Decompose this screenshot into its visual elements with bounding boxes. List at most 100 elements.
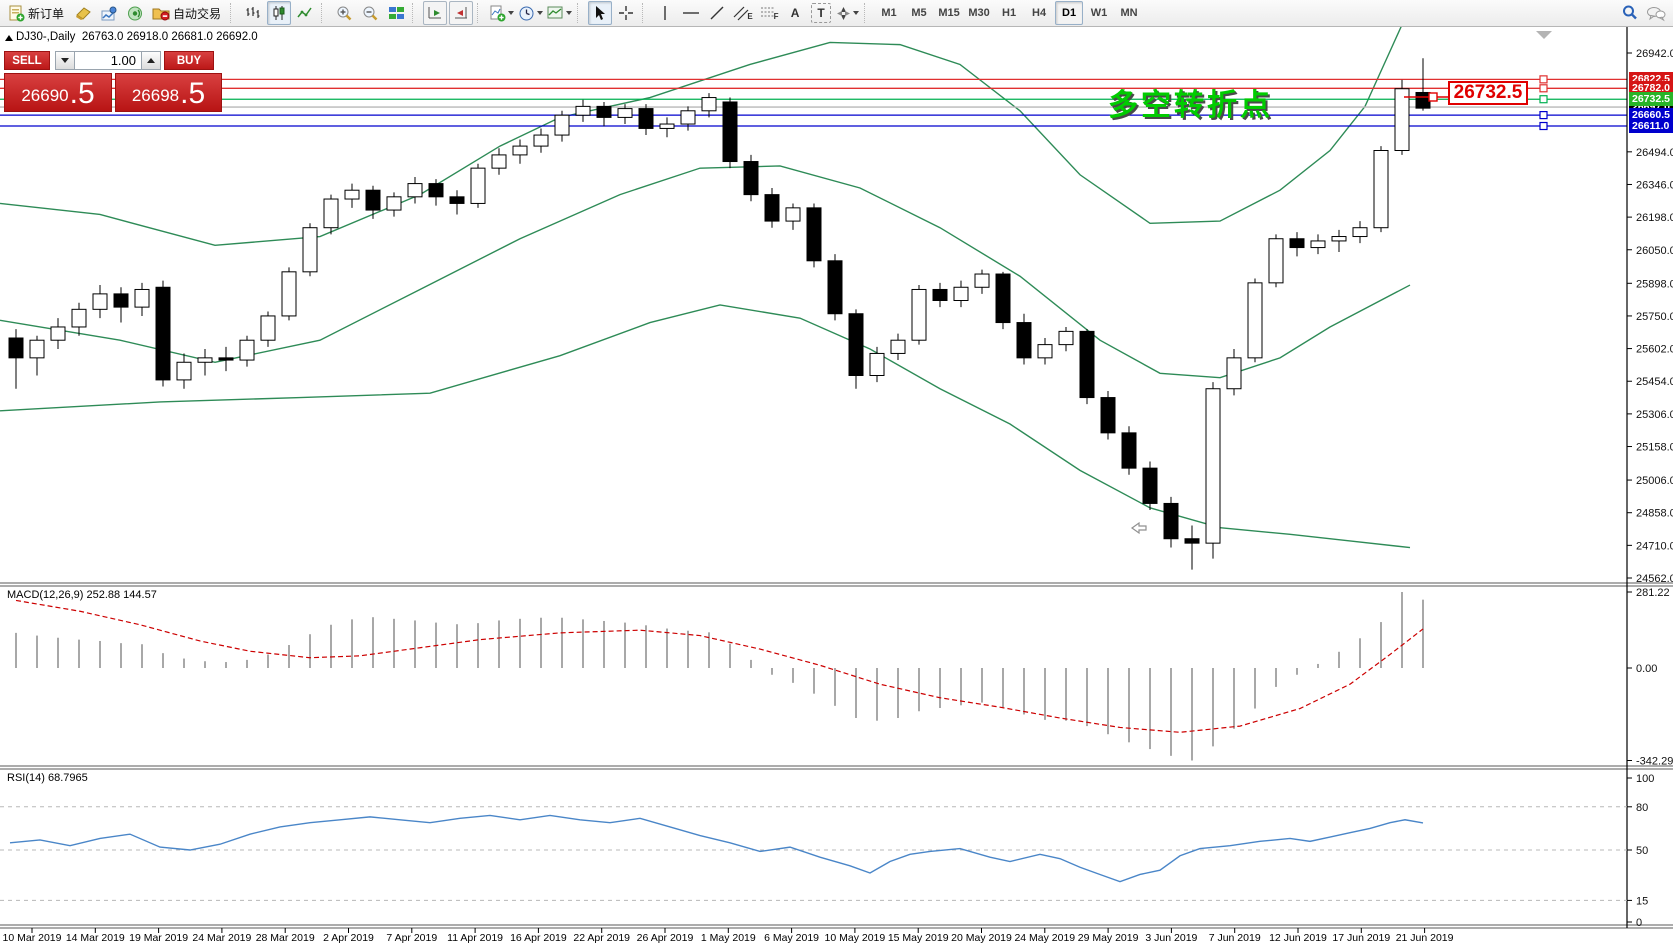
date-label[interactable]: 21 Jun 2019 [1396,932,1454,944]
date-label[interactable]: 16 Apr 2019 [510,932,567,944]
toolbar-separator [864,3,871,23]
date-label[interactable]: 17 Jun 2019 [1332,932,1390,944]
crosshair-tool-button[interactable] [614,1,638,25]
channel-letter: E [747,11,753,21]
timeframe-mn[interactable]: MN [1120,7,1138,19]
date-label[interactable]: 15 May 2019 [888,932,949,944]
volume-decrease-button[interactable] [55,51,75,70]
date-label[interactable]: 24 Mar 2019 [192,932,251,944]
candle-body [617,108,633,118]
trendline-tool-button[interactable] [705,1,729,25]
candle-body [554,114,570,136]
callout-handle[interactable] [1428,92,1438,102]
bar-chart-button[interactable] [241,1,265,25]
axis-tick-label: 26346.0 [1636,179,1673,191]
line-handle[interactable] [1539,110,1548,120]
date-label[interactable]: 14 Mar 2019 [66,932,125,944]
toolbar-separator [321,3,328,23]
timeframe-h1[interactable]: H1 [1002,7,1017,19]
sound-button[interactable] [123,1,147,25]
date-label[interactable]: 3 Jun 2019 [1145,932,1197,944]
date-label[interactable]: 22 Apr 2019 [573,932,630,944]
chart-title: DJ30-,Daily 26763.0 26918.0 26681.0 2669… [16,31,258,43]
date-label[interactable]: 11 Apr 2019 [447,932,503,944]
date-label[interactable]: 10 May 2019 [825,932,886,944]
search-button[interactable] [1618,1,1642,25]
chart-annotation-text[interactable]: 多空转折点 [1108,89,1273,122]
bar-chart-icon [246,7,260,18]
volume-input[interactable] [75,52,141,69]
templates-dropdown-caret[interactable] [566,11,573,15]
date-label[interactable]: 7 Jun 2019 [1209,932,1261,944]
symbol-collapse-arrow-icon[interactable] [5,35,13,41]
auto-scroll-button[interactable] [423,1,448,25]
eraser-button[interactable] [71,1,95,25]
date-label[interactable]: 26 Apr 2019 [637,932,694,944]
indicators-dropdown-caret[interactable] [508,11,515,15]
line-handle[interactable] [1539,95,1548,104]
date-label[interactable]: 29 May 2019 [1078,932,1139,944]
sell-button[interactable]: SELL [4,51,50,70]
date-label[interactable]: 28 Mar 2019 [256,932,315,944]
sell-price-display[interactable]: 26690 .5 [4,73,112,112]
candle-body [260,315,276,341]
timeframe-m30[interactable]: M30 [968,7,990,19]
vertical-line-tool-button[interactable] [653,1,677,25]
date-label[interactable]: 19 Mar 2019 [129,932,188,944]
date-label[interactable]: 10 Mar 2019 [3,932,62,944]
candlestick-chart-button[interactable] [267,1,292,25]
autotrading-button[interactable]: 自动交易 [149,1,226,25]
horizontal-line-icon [683,12,700,14]
indicators-button[interactable] [488,1,515,25]
tile-windows-button[interactable] [384,1,408,25]
candle-body [869,352,885,376]
buy-price-display[interactable]: 26698 .5 [115,73,222,112]
buy-button[interactable]: BUY [164,51,214,70]
templates-button[interactable] [546,1,573,25]
candle-body [743,161,759,196]
line-chart-button[interactable] [293,1,317,25]
timeframe-m5[interactable]: M5 [911,7,927,19]
text-tool-button[interactable]: A [783,1,807,25]
chart-profile-button[interactable] [97,1,121,25]
macd-indicator-label: MACD(12,26,9) 252.88 144.57 [7,589,157,601]
rsi-indicator-label: RSI(14) 68.7965 [7,772,88,784]
periods-dropdown-caret[interactable] [537,11,544,15]
timeframe-m1[interactable]: M1 [881,7,897,19]
periods-button[interactable] [517,1,544,25]
zoom-in-button[interactable] [332,1,356,25]
date-label[interactable]: 1 May 2019 [701,932,756,944]
date-label[interactable]: 20 May 2019 [951,932,1012,944]
timeframe-m15[interactable]: M15 [938,7,960,19]
chat-button[interactable] [1644,1,1668,25]
line-handle[interactable] [1539,121,1548,131]
timeframe-w1[interactable]: W1 [1090,7,1108,19]
label-tool-button[interactable]: T [811,3,832,23]
volume-increase-button[interactable] [141,51,161,70]
equidistant-channel-tool-button[interactable]: E [731,1,755,25]
price-callout-label[interactable]: 26732.5 [1448,81,1528,105]
date-label[interactable]: 2 Apr 2019 [323,932,374,944]
left-arrow-marker-icon[interactable] [1130,521,1147,535]
date-label[interactable]: 7 Apr 2019 [386,932,437,944]
timeframe-h4[interactable]: H4 [1032,7,1047,19]
fibonacci-tool-button[interactable]: F [757,1,781,25]
line-handle[interactable] [1539,75,1548,84]
date-label[interactable]: 24 May 2019 [1014,932,1075,944]
line-handle[interactable] [1539,84,1548,93]
timeframe-d1[interactable]: D1 [1055,1,1084,25]
cursor-tool-button[interactable] [588,1,613,25]
arrows-tool-button[interactable] [835,1,860,25]
chart-shift-button[interactable] [449,1,474,25]
horizontal-line-tool-button[interactable] [679,1,703,25]
date-label[interactable]: 12 Jun 2019 [1269,932,1327,944]
new-order-button[interactable]: 新订单 [5,1,69,25]
zoom-out-button[interactable] [358,1,382,25]
candle-body [512,145,528,156]
axis-tick-label: 25158.0 [1636,442,1673,454]
chart-shift-marker-icon[interactable] [1536,31,1552,39]
date-label[interactable]: 6 May 2019 [764,932,819,944]
arrows-dropdown-caret[interactable] [853,11,860,15]
candle-body [1310,240,1326,249]
